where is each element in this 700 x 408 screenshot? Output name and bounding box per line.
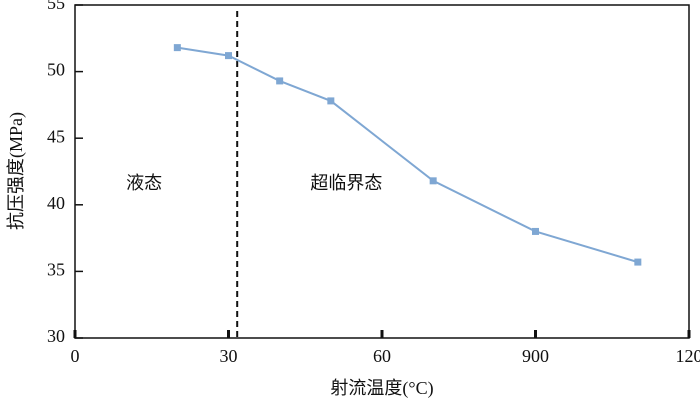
y-tick-label: 30	[47, 326, 65, 346]
y-tick-label: 50	[47, 60, 65, 80]
x-tick-label: 60	[373, 346, 391, 366]
y-axis-label: 抗压强度(MPa)	[6, 112, 27, 230]
plot-frame	[74, 4, 690, 339]
x-axis-label: 射流温度(°C)	[330, 378, 433, 399]
data-point	[634, 258, 642, 266]
data-point	[532, 227, 539, 235]
data-point	[429, 177, 437, 185]
data-point	[173, 44, 181, 52]
y-tick-label: 45	[47, 126, 65, 146]
data-line	[177, 46, 639, 264]
y-tick-label: 40	[47, 193, 65, 213]
data-point	[327, 97, 335, 105]
data-point	[276, 77, 284, 85]
x-tick-label: 120	[676, 346, 700, 366]
annotation: 超临界态	[310, 173, 382, 193]
x-tick-label: 30	[220, 346, 238, 366]
data-point	[225, 52, 232, 60]
y-tick-label: 35	[47, 260, 65, 280]
annotation: 液态	[126, 173, 162, 193]
x-tick-label: 0	[71, 346, 80, 366]
y-tick-label: 55	[47, 0, 65, 13]
x-tick-label: 900	[522, 346, 549, 366]
